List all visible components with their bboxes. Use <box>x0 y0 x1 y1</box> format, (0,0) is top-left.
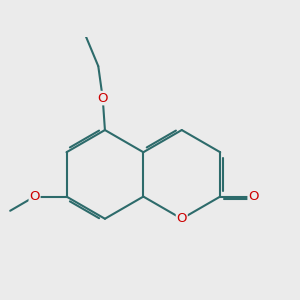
Text: O: O <box>248 190 259 203</box>
Text: O: O <box>98 92 108 105</box>
Text: O: O <box>29 190 40 203</box>
Text: O: O <box>176 212 187 225</box>
